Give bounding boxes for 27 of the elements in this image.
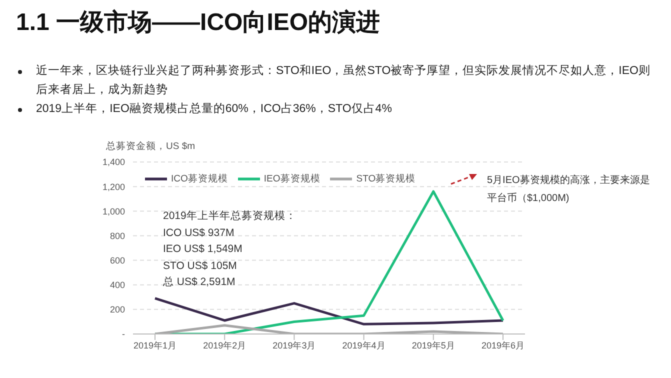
y-tick-label: 1,200 [102, 182, 125, 192]
legend-label: IEO募资规模 [264, 174, 320, 185]
x-tick-label: 2019年6月 [481, 340, 525, 350]
y-tick-label: 400 [110, 280, 125, 290]
y-axis-title: 总募资金额，US $m [106, 140, 196, 153]
y-tick-label: 1,000 [102, 206, 125, 216]
x-tick-label: 2019年3月 [272, 340, 316, 350]
legend-label: STO募资规模 [356, 174, 416, 185]
x-tick-label: 2019年2月 [203, 340, 246, 350]
annotation: STO US$ 105M [163, 258, 238, 274]
annotation: IEO US$ 1,549M [163, 242, 244, 257]
y-tick-label: 1,400 [102, 157, 125, 168]
chart-title: 1.1 一级市场——ICO向IEO的演进 [16, 8, 380, 38]
text: 2019上半年，IEO融资规模占总量的60%，ICO占36%，STO仅占4% [36, 102, 393, 117]
annotation: 总 US$ 2,591M [163, 275, 236, 290]
y-tick-label: 800 [110, 230, 125, 241]
x-tick-label: 2019年4月 [342, 340, 386, 350]
text: 近一年来，区块链行业兴起了两种募资形式：STO和IEO，虽然STO被寄予厚望，但实际发展情况不尽如人意，IEO则后来者居上，成为新趋势 [36, 63, 652, 98]
legend-label: ICO募资规模 [171, 174, 228, 185]
x-tick-label: 2019年1月 [133, 340, 177, 350]
annotation: 5月IEO募资规模的高涨，主要来源是平台币（$1,000M) [487, 174, 651, 206]
annotation: ICO US$ 937M [163, 226, 236, 240]
x-tick-label: 2019年5月 [412, 340, 455, 350]
y-tick-label: - [122, 329, 125, 340]
annotation: 2019年上半年总募资规模： [163, 209, 296, 224]
y-tick-label: 200 [110, 304, 125, 315]
y-tick-label: 600 [110, 255, 125, 266]
